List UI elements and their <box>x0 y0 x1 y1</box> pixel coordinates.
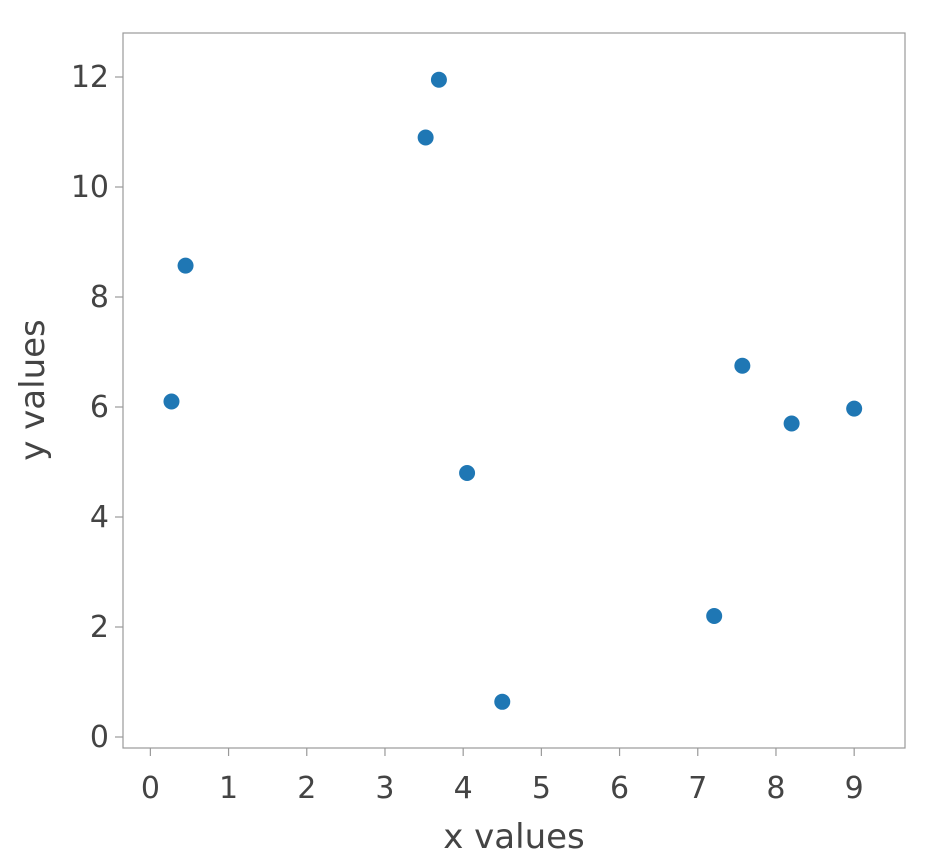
y-tick-label: 2 <box>90 610 109 645</box>
y-tick-label: 0 <box>90 720 109 755</box>
data-point <box>417 129 434 146</box>
y-tick-label: 10 <box>71 170 109 205</box>
y-tick-label: 6 <box>90 390 109 425</box>
x-tick-label: 5 <box>532 771 551 806</box>
data-point <box>846 400 863 417</box>
y-tick-label: 4 <box>90 500 109 535</box>
x-axis-ticks: 0 1 2 3 4 5 6 7 8 9 <box>141 748 864 806</box>
data-point <box>459 465 476 481</box>
data-point <box>734 357 751 374</box>
data-point <box>177 257 194 274</box>
x-tick-label: 0 <box>141 771 160 806</box>
data-point <box>430 71 447 88</box>
x-tick-label: 7 <box>688 771 707 806</box>
data-point <box>783 415 800 432</box>
y-tick-label: 8 <box>90 280 109 315</box>
data-point <box>494 693 511 710</box>
x-axis-title: x values <box>443 817 585 857</box>
x-tick-label: 8 <box>766 771 785 806</box>
plot-frame <box>122 32 906 749</box>
x-tick-label: 1 <box>219 771 238 806</box>
y-tick-label: 12 <box>71 60 109 95</box>
x-tick-label: 3 <box>375 771 394 806</box>
data-point <box>163 393 180 410</box>
x-tick-label: 9 <box>845 771 864 806</box>
x-tick-label: 4 <box>454 771 473 806</box>
y-axis-title: y values <box>13 319 53 461</box>
x-tick-label: 2 <box>297 771 316 806</box>
x-tick-label: 6 <box>610 771 629 806</box>
y-axis-ticks: 0 2 4 6 8 10 12 <box>71 60 123 755</box>
data-points <box>163 71 863 710</box>
data-point <box>706 608 723 624</box>
